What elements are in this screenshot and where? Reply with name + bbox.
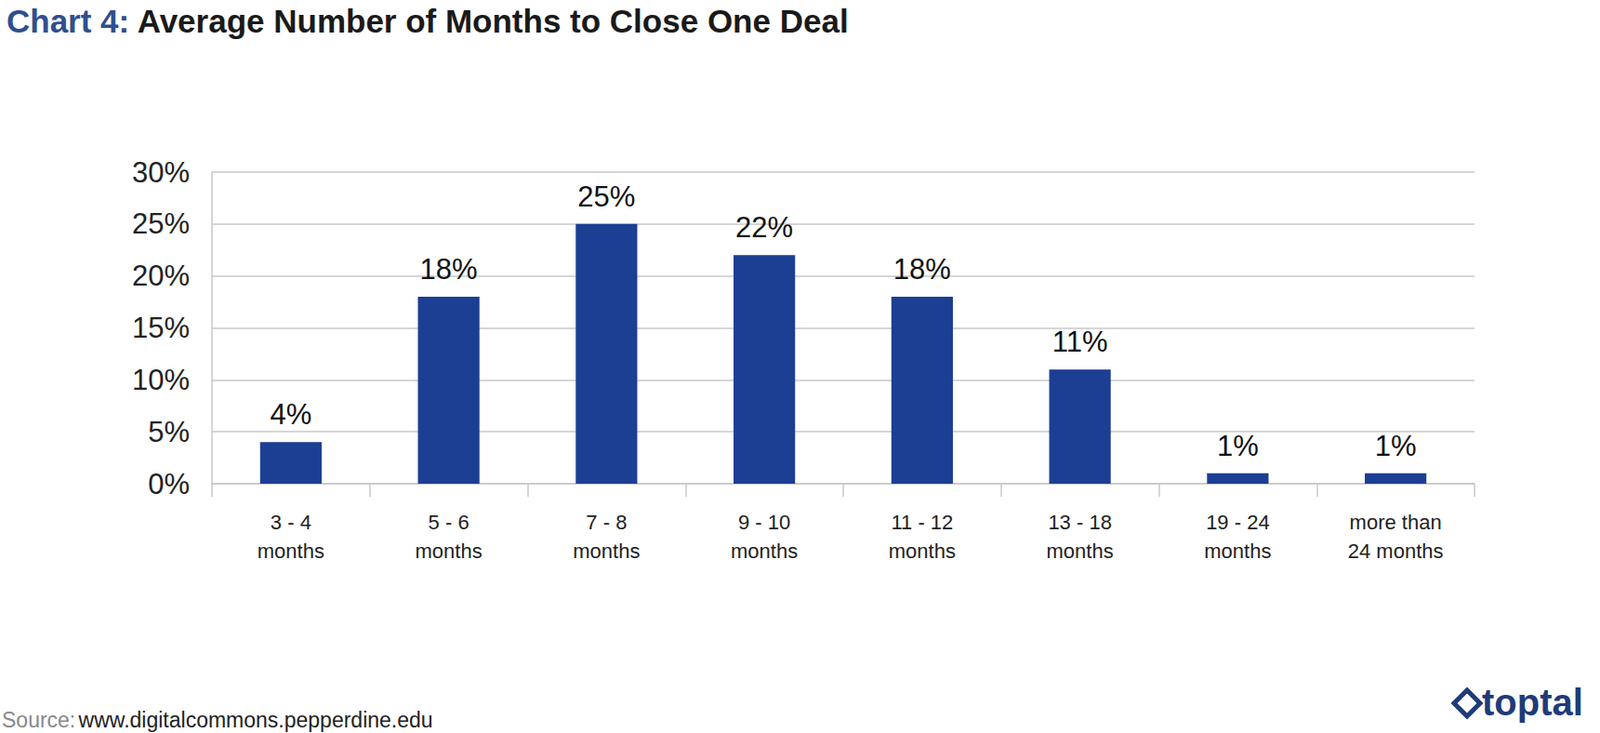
svg-text:months: months [572,539,640,563]
svg-text:months: months [730,539,798,563]
svg-text:5 - 6: 5 - 6 [428,510,470,534]
svg-text:0%: 0% [147,467,190,501]
svg-text:months: months [415,539,483,563]
svg-text:11%: 11% [1052,325,1109,358]
svg-text:1%: 1% [1216,429,1259,463]
svg-text:25%: 25% [577,180,635,213]
svg-text:22%: 22% [735,211,794,244]
svg-text:Source:: Source: [1,707,76,732]
svg-text:24 months: 24 months [1348,539,1444,563]
svg-text:19 - 24: 19 - 24 [1205,510,1270,534]
svg-text:months: months [1046,539,1114,563]
svg-text:Chart 4:: Chart 4: [6,2,130,40]
svg-text:toptal: toptal [1481,681,1584,723]
svg-text:months: months [257,539,325,563]
svg-text:15%: 15% [132,311,190,344]
svg-text:5%: 5% [147,415,190,449]
svg-text:20%: 20% [132,259,190,292]
svg-text:more than: more than [1349,510,1442,534]
svg-text:9 - 10: 9 - 10 [738,510,791,534]
svg-text:11 - 12: 11 - 12 [890,510,953,534]
svg-text:7 - 8: 7 - 8 [585,510,627,534]
svg-text:months: months [1203,539,1271,563]
svg-text:18%: 18% [893,252,952,286]
svg-text:30%: 30% [132,156,190,189]
svg-text:13 - 18: 13 - 18 [1047,510,1112,534]
svg-text:4%: 4% [269,397,312,431]
svg-text:18%: 18% [420,252,478,286]
svg-text:3 - 4: 3 - 4 [270,510,312,534]
svg-text:www.digitalcommons.pepperdine.: www.digitalcommons.pepperdine.edu [78,707,434,732]
svg-text:25%: 25% [132,207,190,240]
svg-text:1%: 1% [1375,429,1417,463]
svg-text:10%: 10% [132,363,190,397]
svg-text:Average Number of Months to Cl: Average Number of Months to Close One De… [129,2,848,40]
svg-text:months: months [888,539,956,563]
